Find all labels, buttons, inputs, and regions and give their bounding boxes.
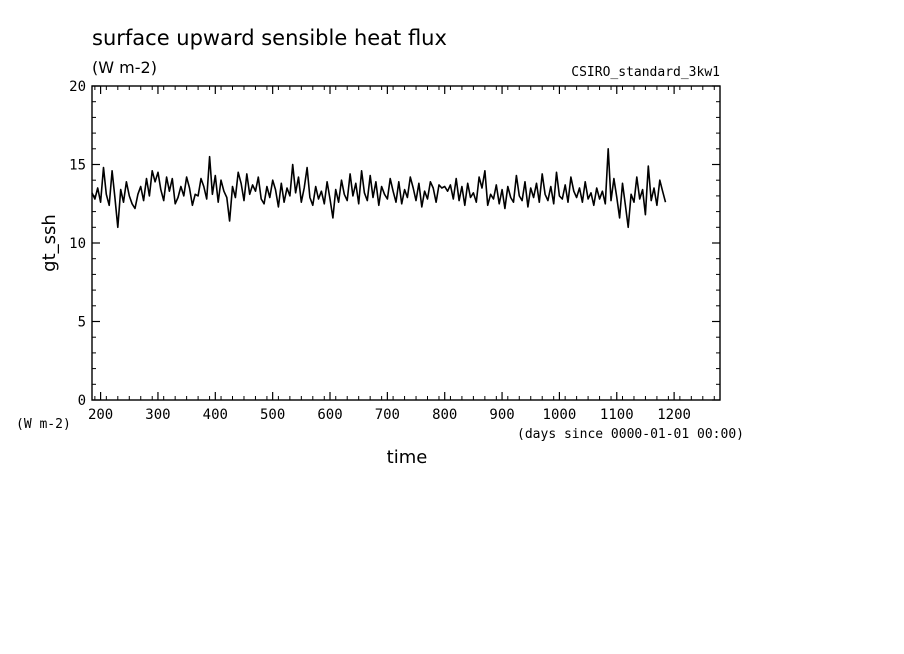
x-tick-label: 600: [317, 407, 342, 423]
chart-title: surface upward sensible heat flux: [92, 26, 447, 50]
x-tick-label: 300: [145, 407, 170, 423]
x-tick-label: 200: [88, 407, 113, 423]
y-tick-label: 15: [69, 158, 86, 174]
plot-frame: [91, 85, 721, 401]
y-axis-ticks: 0 5 10 15 20: [69, 79, 720, 409]
y-tick-label: 10: [69, 236, 86, 252]
x-tick-label: 800: [432, 407, 457, 423]
x-tick-label: 1000: [543, 407, 577, 423]
x-tick-label: 1200: [657, 407, 691, 423]
x-axis-label: time: [387, 447, 428, 468]
title-units: (W m-2): [92, 58, 157, 77]
y-tick-label: 0: [78, 393, 86, 409]
y-tick-label: 5: [78, 315, 86, 331]
x-tick-label: 400: [203, 407, 228, 423]
series-line-gt-ssh: [91, 148, 667, 229]
x-tick-label: 500: [260, 407, 285, 423]
y-axis-label: gt_ssh: [39, 214, 60, 272]
y-units: (W m-2): [16, 417, 71, 432]
x-tick-label: 900: [489, 407, 514, 423]
y-tick-label: 20: [69, 79, 86, 95]
source-label: CSIRO_standard_3kw1: [571, 65, 720, 80]
x-axis-ticks: 200 300 400 500 600 700 800 900 1000 1100 1200: [88, 86, 715, 423]
x-units-note: (days since 0000-01-01 00:00): [517, 427, 744, 442]
x-tick-label: 1100: [600, 407, 634, 423]
x-tick-label: 700: [375, 407, 400, 423]
